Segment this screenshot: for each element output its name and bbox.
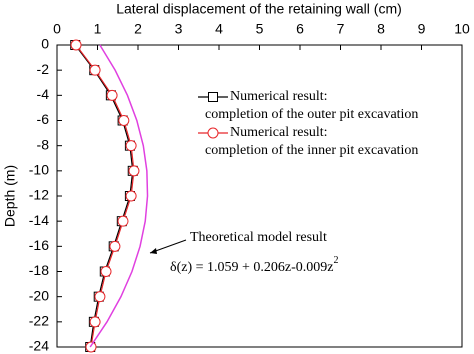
- x-tick-label: 2: [134, 21, 142, 37]
- legend-marker: [208, 92, 218, 102]
- y-tick-label: -10: [29, 162, 49, 178]
- point: [117, 215, 129, 227]
- legend-label: completion of the outer pit excavation: [205, 107, 418, 122]
- y-tick-label: -6: [37, 111, 50, 127]
- y-tick-label: -14: [29, 212, 49, 228]
- legend-marker: [207, 127, 219, 139]
- x-tick-label: 1: [94, 21, 102, 37]
- arrow-head: [150, 248, 157, 254]
- point: [118, 115, 130, 126]
- y-tick-label: -18: [29, 262, 49, 278]
- point: [106, 89, 118, 101]
- y-tick-label: 0: [41, 36, 49, 52]
- y-axis-label: Depth (m): [2, 165, 18, 227]
- x-tick-label: 10: [454, 21, 470, 37]
- x-tick-label: 6: [296, 21, 304, 37]
- point: [100, 266, 112, 277]
- point: [94, 291, 106, 303]
- y-tick-label: -20: [29, 287, 49, 303]
- annotation: Theoretical model result: [190, 230, 327, 245]
- x-tick-label: 5: [256, 21, 264, 37]
- x-tick-label: 4: [215, 21, 223, 37]
- point: [89, 316, 101, 328]
- point: [128, 165, 140, 177]
- y-tick-label: -16: [29, 237, 49, 253]
- x-tick-label: 0: [53, 21, 61, 37]
- y-tick-label: -4: [37, 86, 50, 102]
- point: [125, 190, 137, 202]
- point: [70, 39, 82, 51]
- x-tick-label: 8: [377, 21, 385, 37]
- point: [109, 240, 121, 252]
- chart-title: Lateral displacement of the retaining wa…: [116, 1, 402, 17]
- y-tick-label: -2: [37, 61, 50, 77]
- x-tick-label: 7: [337, 21, 345, 37]
- series-line: [89, 44, 149, 348]
- series-line: [74, 44, 134, 348]
- y-tick-label: -12: [29, 187, 49, 203]
- y-tick-label: -8: [37, 136, 50, 152]
- formula-text: δ(z) = 1.059 + 0.206z-0.009z: [170, 260, 334, 275]
- formula: δ(z) = 1.059 + 0.206z-0.009z2: [170, 255, 339, 275]
- x-tick-label: 3: [175, 21, 183, 37]
- y-tick-label: -24: [29, 338, 49, 354]
- legend-label: completion of the inner pit excavation: [205, 143, 418, 158]
- legend-label: Numerical result:: [230, 125, 328, 140]
- y-tick-label: -22: [29, 313, 49, 329]
- point: [125, 140, 137, 152]
- legend-label: Numerical result:: [230, 89, 328, 104]
- point: [89, 64, 101, 76]
- x-tick-label: 9: [418, 21, 426, 37]
- formula-exponent: 2: [334, 255, 339, 266]
